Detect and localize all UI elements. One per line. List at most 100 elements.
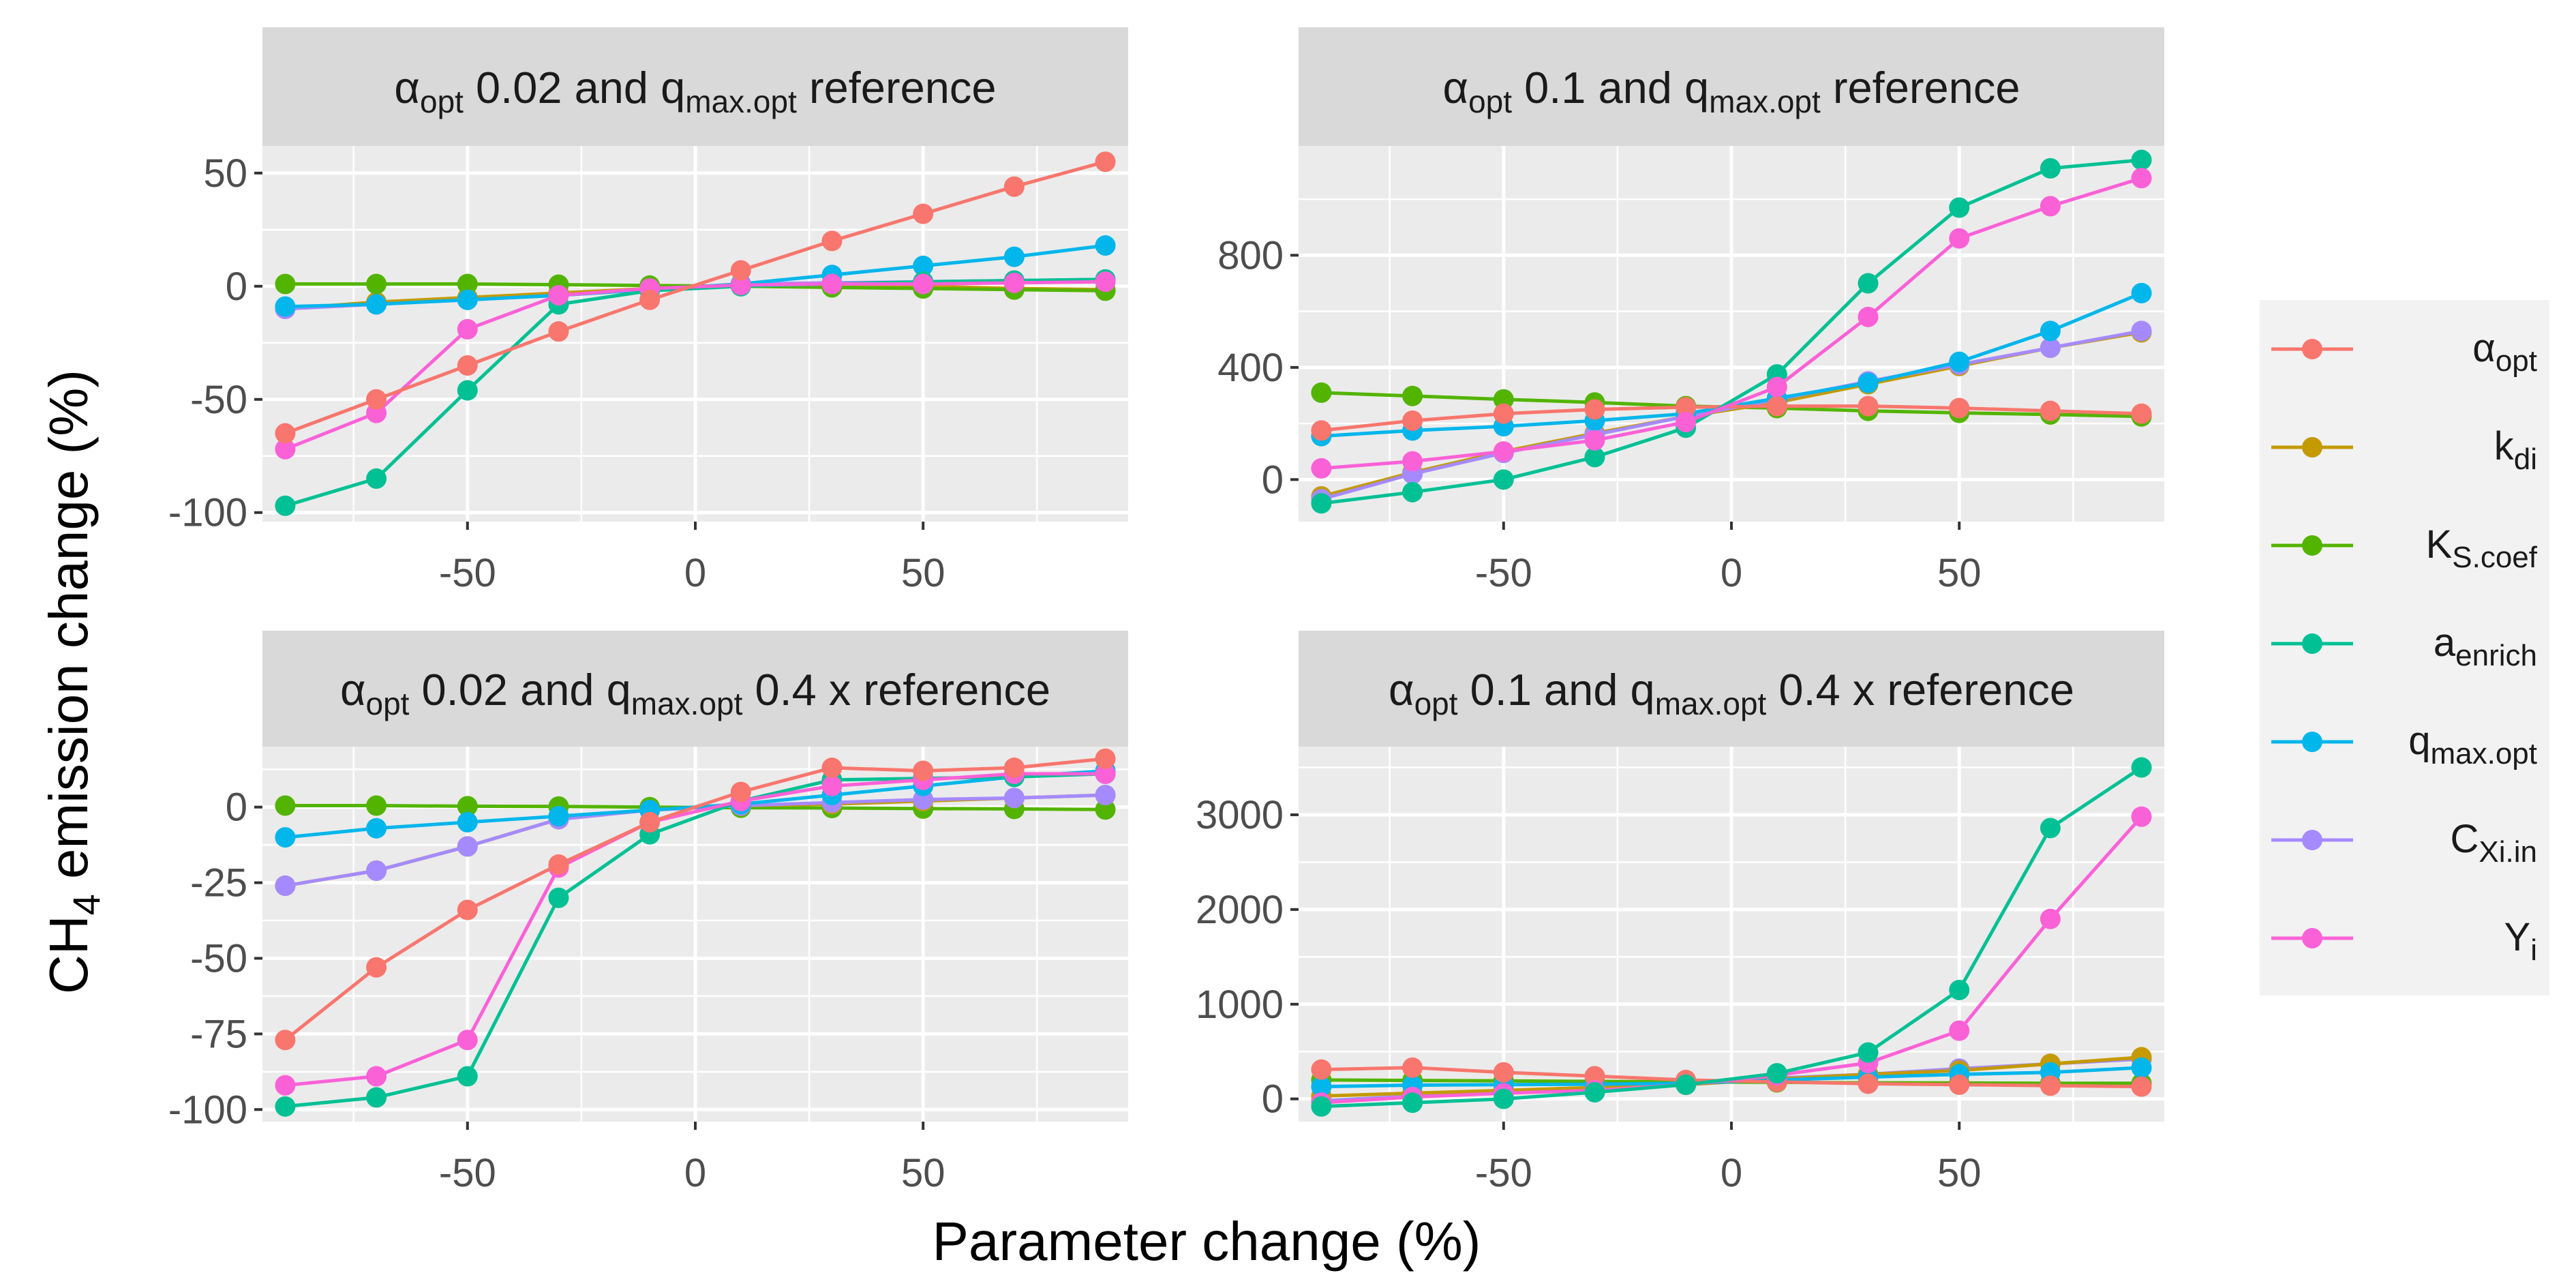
facet-title: αopt 0.1 and qmax.opt reference — [1443, 63, 2020, 119]
legend-item-Y_i: Yi — [2271, 915, 2537, 967]
data-point — [1402, 410, 1423, 431]
data-point — [366, 468, 387, 489]
data-point — [1858, 306, 1879, 327]
data-point — [2040, 158, 2061, 179]
legend-label: CXi.in — [2451, 817, 2537, 869]
data-point — [2131, 806, 2152, 827]
data-point — [821, 758, 843, 779]
data-point — [1003, 246, 1025, 267]
y-tick-label: -100 — [168, 1088, 247, 1132]
data-point — [275, 423, 296, 444]
data-point — [457, 796, 478, 817]
series-line — [1321, 404, 2142, 432]
data-point — [275, 495, 296, 516]
facet-panel-1: αopt 0.02 and qmax.opt reference -50 0 50 50… — [168, 27, 1128, 595]
data-point — [1858, 1042, 1879, 1063]
series-line — [1321, 158, 2142, 505]
y-axis-title: CH4 emission change (%) — [38, 370, 108, 994]
data-point — [1003, 758, 1025, 779]
data-point — [1493, 403, 1514, 424]
data-point — [1311, 1076, 1332, 1097]
data-point — [1949, 1074, 1970, 1095]
x-tick-label: 0 — [684, 551, 706, 595]
facet-title: αopt 0.1 and qmax.opt 0.4 x reference — [1389, 665, 2074, 721]
data-point — [1766, 1063, 1787, 1084]
data-point — [1311, 382, 1332, 403]
data-point — [548, 285, 569, 306]
x-tick-label: -50 — [439, 551, 496, 595]
data-point — [1949, 979, 1970, 1000]
legend-item-alpha_opt: αopt — [2271, 326, 2537, 378]
data-point — [366, 860, 387, 881]
series-line — [1321, 766, 2142, 1109]
x-axis-title: Parameter change (%) — [933, 1211, 1481, 1272]
data-point — [2040, 818, 2061, 839]
data-point — [2131, 168, 2152, 189]
data-point — [1949, 1020, 1970, 1041]
facet-title: αopt 0.02 and qmax.opt 0.4 x reference — [340, 665, 1050, 721]
data-point — [1402, 385, 1423, 406]
data-point — [730, 781, 751, 803]
facet-title: αopt 0.02 and qmax.opt reference — [394, 63, 996, 119]
data-point — [2131, 403, 2152, 424]
legend-key-point — [2302, 535, 2322, 556]
data-point — [1493, 441, 1514, 462]
data-point — [1402, 1092, 1423, 1113]
data-point — [548, 854, 569, 875]
data-point — [1003, 272, 1025, 293]
data-point — [366, 1066, 387, 1087]
series-alpha_opt — [275, 151, 1116, 444]
facet-strip — [262, 631, 1128, 747]
x-tick-label: 0 — [1721, 1151, 1742, 1195]
data-point — [1493, 1088, 1514, 1109]
data-point — [1766, 376, 1787, 398]
data-point — [457, 273, 478, 295]
data-point — [1858, 395, 1879, 417]
data-point — [730, 275, 751, 296]
legend-key-point — [2302, 830, 2322, 850]
data-point — [821, 775, 843, 796]
data-point — [639, 811, 661, 833]
data-point — [1676, 412, 1697, 433]
data-point — [821, 273, 843, 295]
data-point — [2131, 757, 2152, 778]
x-tick-label: 50 — [1937, 1151, 1982, 1195]
panels-group: αopt 0.02 and qmax.opt reference -50 0 50 50… — [168, 27, 2164, 1195]
data-point — [1493, 1062, 1514, 1083]
legend-label: kdi — [2494, 424, 2537, 476]
data-point — [1949, 351, 1970, 372]
y-tick-label: 0 — [226, 785, 247, 830]
data-point — [548, 887, 569, 908]
series-alpha_opt — [275, 748, 1116, 1051]
facet-strip — [262, 27, 1128, 146]
y-tick-label: -75 — [190, 1012, 247, 1056]
data-point — [275, 1030, 296, 1051]
y-tick-label: 800 — [1217, 233, 1284, 278]
data-point — [366, 957, 387, 978]
data-point — [1402, 451, 1423, 472]
legend-label: KS.coef — [2426, 522, 2538, 574]
x-tick-label: 0 — [1721, 551, 1742, 595]
data-point — [1311, 420, 1332, 441]
data-point — [457, 836, 478, 857]
series-Y_i — [1311, 168, 2152, 479]
y-tick-label: 400 — [1217, 346, 1284, 390]
data-point — [275, 827, 296, 848]
y-tick-label: 0 — [226, 265, 247, 309]
y-tick-label: 50 — [203, 151, 247, 196]
data-point — [2040, 320, 2061, 342]
data-point — [457, 355, 478, 376]
data-point — [821, 230, 843, 252]
data-point — [1311, 1059, 1332, 1080]
legend-label: αopt — [2472, 326, 2537, 378]
data-point — [1949, 197, 1970, 218]
data-point — [1311, 1096, 1332, 1117]
data-point — [2040, 338, 2061, 359]
series-line — [285, 772, 1106, 1088]
data-point — [1095, 151, 1116, 173]
data-point — [639, 289, 661, 310]
data-point — [1676, 1074, 1697, 1095]
facet-panel-4: αopt 0.1 and qmax.opt 0.4 x reference -50… — [1196, 631, 2164, 1195]
x-tick-label: -50 — [439, 1151, 496, 1195]
data-point — [2131, 1057, 2152, 1078]
